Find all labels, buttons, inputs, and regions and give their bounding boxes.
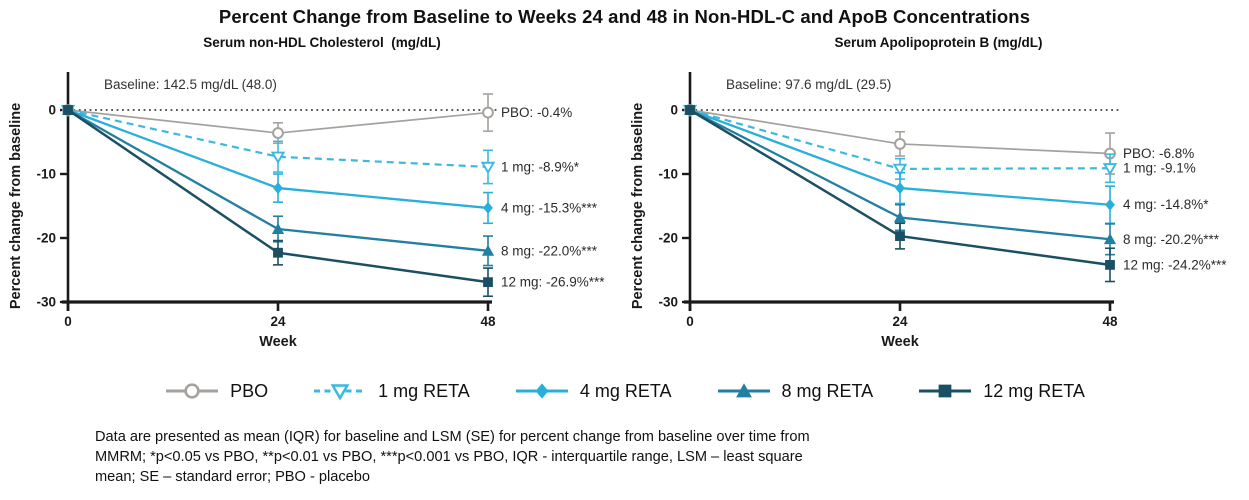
series-8-mg-reta: 8 mg: -20.2%*** <box>683 104 1220 256</box>
legend-item-8-mg-reta: 8 mg RETA <box>716 378 874 404</box>
series-marker <box>895 182 905 194</box>
series-4-mg-reta: 4 mg: -14.8%* <box>685 104 1209 225</box>
series-marker <box>270 151 286 165</box>
series-end-label: 12 mg: -24.2%*** <box>1123 257 1227 272</box>
series-end-label: PBO: -6.8% <box>1123 146 1194 161</box>
chart-apolipoprotein-b: Baseline: 97.6 mg/dL (29.5) 0 -10 -20 -30 0 24… <box>630 72 1227 350</box>
legend-item-12-mg-reta: 12 mg RETA <box>917 378 1085 404</box>
series-pbo: PBO: -0.4% <box>62 93 572 145</box>
series-marker <box>272 127 284 139</box>
y-axis-title: Percent change from baseline <box>8 103 24 309</box>
series-marker <box>483 202 493 214</box>
legend-swatch <box>919 384 972 398</box>
series-marker <box>1105 259 1115 270</box>
series-end-label: 1 mg: -9.1% <box>1123 161 1196 176</box>
chart-non-hdl-cholesterol: Baseline: 142.5 mg/dL (48.0) 0 -10 -20 -30 0 2… <box>8 72 605 350</box>
y-tick-label: -20 <box>36 231 56 246</box>
y-tick-label: -10 <box>658 167 678 182</box>
x-tick-label: 0 <box>64 314 72 329</box>
series-marker <box>892 163 908 177</box>
series-end-label: 8 mg: -20.2%*** <box>1123 232 1220 247</box>
series-marker <box>480 161 496 175</box>
chart-serum-apolipoprotein-b: Baseline: 97.6 mg/dL (29.5) 0 -10 -20 -30 0 24… <box>630 72 1227 350</box>
series-end-label: 8 mg: -22.0%*** <box>501 243 598 258</box>
series-marker <box>895 231 905 241</box>
legend-label: 12 mg RETA <box>983 380 1085 401</box>
series-12-mg-reta: 12 mg: -24.2%*** <box>685 105 1227 283</box>
chart-subtitle-apob: Serum Apolipoprotein B (mg/dL) <box>834 35 1043 50</box>
legend-item-4-mg-reta: 4 mg RETA <box>514 378 672 404</box>
footnote-line-3: mean; SE – standard error; PBO - placebo <box>95 468 370 485</box>
y-tick-label: -30 <box>36 295 56 310</box>
series-marker <box>1105 198 1115 211</box>
series-marker <box>893 211 907 223</box>
series-marker <box>481 244 495 256</box>
series-marker <box>273 182 283 194</box>
figure-title: Percent Change from Baseline to Weeks 24… <box>218 6 1031 27</box>
legend-label: 4 mg RETA <box>579 380 672 401</box>
x-tick-label: 24 <box>892 314 908 329</box>
series-marker <box>483 277 493 288</box>
chart-serum-non-hdl-cholesterol: Baseline: 142.5 mg/dL (48.0) 0 -10 -20 -30 0 2… <box>8 72 605 350</box>
series-marker <box>273 247 283 258</box>
series-marker <box>1102 163 1118 176</box>
y-tick-label: -20 <box>658 231 678 246</box>
legend-item-pbo: PBO <box>164 378 268 404</box>
legend-marker <box>184 383 200 399</box>
x-axis-title: Week <box>881 334 920 350</box>
footnote-line-1: Data are presented as mean (IQR) for bas… <box>95 429 810 445</box>
x-tick-label: 48 <box>1102 314 1118 329</box>
series-marker <box>685 105 695 115</box>
legend-marker <box>938 384 952 398</box>
footnote-line-2: MMRM; *p<0.05 vs PBO, **p<0.01 vs PBO, *… <box>95 448 803 465</box>
series-4-mg-reta: 4 mg: -15.3%*** <box>63 104 598 225</box>
legend-marker <box>735 383 752 398</box>
legend-label: 8 mg RETA <box>781 380 874 401</box>
series-marker <box>1103 233 1117 245</box>
series-pbo: PBO: -6.8% <box>684 104 1194 175</box>
footnote: Data are presented as mean (IQR) for bas… <box>95 428 1135 488</box>
chart-subtitle-non-hdl: Serum non-HDL Cholesterol (mg/dL) <box>203 35 441 50</box>
x-tick-label: 0 <box>686 314 694 329</box>
legend-marker <box>535 383 549 399</box>
y-tick-label: 0 <box>48 103 56 118</box>
x-tick-label: 24 <box>270 314 286 329</box>
series-1-mg-reta: 1 mg: -9.1% <box>682 104 1196 184</box>
series-end-label: 12 mg: -26.9%*** <box>501 275 605 290</box>
baseline-note: Baseline: 97.6 mg/dL (29.5) <box>726 77 891 92</box>
x-tick-label: 48 <box>480 314 496 329</box>
y-tick-label: 0 <box>670 103 678 118</box>
y-tick-label: -30 <box>658 295 678 310</box>
series-marker <box>482 106 494 119</box>
legend-swatch <box>166 383 219 399</box>
legend-marker <box>330 384 350 401</box>
legend-swatch <box>717 383 770 398</box>
series-end-label: 1 mg: -8.9%* <box>501 159 580 174</box>
legend: PBO 1 mg RETA 4 mg RETA 8 mg RETA 12 mg RETA <box>0 374 1249 408</box>
legend-swatch <box>515 383 568 399</box>
series-marker <box>63 105 73 115</box>
baseline-note: Baseline: 142.5 mg/dL (48.0) <box>104 77 277 92</box>
series-end-label: 4 mg: -14.8%* <box>1123 197 1209 212</box>
series-marker <box>271 223 285 234</box>
series-end-label: 4 mg: -15.3%*** <box>501 200 598 215</box>
series-end-label: PBO: -0.4% <box>501 105 572 120</box>
legend-swatch <box>314 384 367 401</box>
legend-label: PBO <box>230 380 269 401</box>
x-axis-title: Week <box>259 334 298 350</box>
series-12-mg-reta: 12 mg: -26.9%*** <box>63 105 605 298</box>
legend-item-1-mg-reta: 1 mg RETA <box>312 378 470 404</box>
legend-label: 1 mg RETA <box>378 380 470 401</box>
y-tick-label: -10 <box>36 167 56 182</box>
series-marker <box>894 138 906 150</box>
y-axis-title: Percent change from baseline <box>630 103 646 309</box>
series-8-mg-reta: 8 mg: -22.0%*** <box>61 104 598 267</box>
